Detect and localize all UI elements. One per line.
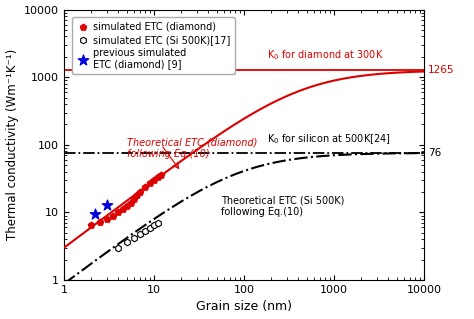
Text: K$_0$ for diamond at 300K: K$_0$ for diamond at 300K <box>267 48 383 62</box>
simulated ETC (Si 500K)[17] <box>130 235 138 241</box>
Legend: simulated ETC (diamond), simulated ETC (Si 500K)[17], previous simulated
ETC (di: simulated ETC (diamond), simulated ETC (… <box>73 17 235 74</box>
simulated ETC (Si 500K)[17] <box>150 223 158 228</box>
simulated ETC (diamond) <box>103 216 111 221</box>
Y-axis label: Thermal conductivity (Wm⁻¹K⁻¹): Thermal conductivity (Wm⁻¹K⁻¹) <box>6 49 18 241</box>
simulated ETC (Si 500K)[17] <box>154 220 162 226</box>
simulated ETC (diamond) <box>127 200 135 205</box>
simulated ETC (diamond) <box>150 178 158 183</box>
simulated ETC (diamond) <box>157 172 165 177</box>
simulated ETC (Si 500K)[17] <box>114 245 122 250</box>
simulated ETC (diamond) <box>141 184 149 189</box>
previous simulated
ETC (diamond) [9] <box>91 211 99 217</box>
simulated ETC (diamond) <box>96 219 104 225</box>
simulated ETC (diamond) <box>119 206 127 211</box>
Text: K$_0$ for silicon at 500K[24]: K$_0$ for silicon at 500K[24] <box>267 132 391 146</box>
simulated ETC (diamond) <box>114 210 122 215</box>
Text: Theoretical ETC (diamond)
following Eq.(10): Theoretical ETC (diamond) following Eq.(… <box>127 137 257 159</box>
simulated ETC (diamond) <box>109 213 117 218</box>
Text: Theoretical ETC (Si 500K)
following Eq.(10): Theoretical ETC (Si 500K) following Eq.(… <box>220 195 344 217</box>
simulated ETC (diamond) <box>130 196 138 201</box>
Text: 1265: 1265 <box>428 65 454 75</box>
simulated ETC (diamond) <box>133 193 141 198</box>
Text: 76: 76 <box>428 148 441 158</box>
simulated ETC (Si 500K)[17] <box>123 240 131 245</box>
simulated ETC (diamond) <box>154 175 162 180</box>
simulated ETC (diamond) <box>87 223 95 228</box>
simulated ETC (diamond) <box>123 203 131 208</box>
X-axis label: Grain size (nm): Grain size (nm) <box>196 300 292 314</box>
simulated ETC (Si 500K)[17] <box>136 231 144 236</box>
simulated ETC (Si 500K)[17] <box>146 225 154 230</box>
previous simulated
ETC (diamond) [9] <box>103 202 111 207</box>
simulated ETC (diamond) <box>136 189 144 195</box>
simulated ETC (Si 500K)[17] <box>141 228 149 233</box>
simulated ETC (diamond) <box>146 181 154 186</box>
